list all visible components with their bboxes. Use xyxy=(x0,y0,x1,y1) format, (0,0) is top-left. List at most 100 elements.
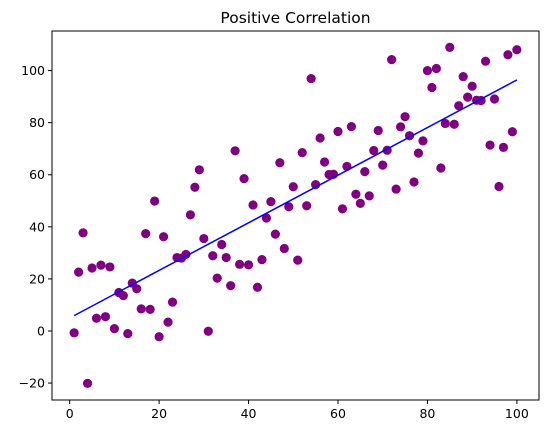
data-point xyxy=(387,55,397,65)
data-point xyxy=(346,121,356,132)
data-point xyxy=(239,174,249,184)
data-point xyxy=(145,304,155,314)
data-point xyxy=(78,228,88,238)
data-point xyxy=(351,189,361,199)
data-point xyxy=(123,328,133,339)
data-point xyxy=(266,196,276,207)
data-point xyxy=(355,198,365,208)
data-point xyxy=(449,119,459,129)
chart-title: Positive Correlation xyxy=(220,9,370,27)
data-point xyxy=(96,260,106,270)
data-point xyxy=(315,133,325,143)
data-point xyxy=(364,191,374,201)
data-point xyxy=(132,284,142,294)
plot-area xyxy=(69,42,522,388)
data-point xyxy=(243,260,254,270)
data-point xyxy=(391,184,401,194)
data-point xyxy=(480,56,491,66)
data-point xyxy=(194,165,204,175)
data-point xyxy=(118,290,128,301)
data-point xyxy=(413,148,424,158)
x-tick-label: 100 xyxy=(505,406,529,421)
data-point xyxy=(422,65,433,76)
data-point xyxy=(400,112,410,122)
data-point xyxy=(319,157,330,167)
data-point xyxy=(373,125,383,136)
data-point xyxy=(167,297,178,307)
data-point xyxy=(270,229,280,239)
data-point xyxy=(440,118,450,129)
y-tick-label: 0 xyxy=(37,323,45,338)
data-point xyxy=(302,201,312,211)
x-tick-label: 40 xyxy=(241,406,257,421)
data-point xyxy=(226,281,236,291)
data-point xyxy=(158,232,169,242)
y-tick-label: 40 xyxy=(29,219,45,234)
data-point xyxy=(74,267,84,277)
x-tick-label: 80 xyxy=(419,406,435,421)
data-point xyxy=(235,259,245,269)
data-point xyxy=(257,255,267,265)
data-point xyxy=(217,239,227,250)
data-point xyxy=(252,282,263,292)
data-point xyxy=(279,243,289,254)
data-point xyxy=(284,202,294,212)
data-point xyxy=(485,140,495,150)
data-point xyxy=(427,82,437,93)
data-point xyxy=(333,126,343,137)
data-point xyxy=(154,332,164,342)
data-point xyxy=(136,304,146,314)
x-axis: 0 20 40 60 80 100 xyxy=(66,400,529,421)
y-tick-label: 80 xyxy=(29,115,45,130)
data-point xyxy=(185,210,196,220)
data-point xyxy=(91,313,102,323)
data-point xyxy=(454,101,464,111)
data-point xyxy=(141,228,151,239)
trend-line xyxy=(73,79,518,317)
data-point xyxy=(458,71,468,82)
data-point xyxy=(297,148,307,158)
data-point xyxy=(507,127,517,137)
data-point xyxy=(82,378,93,388)
data-point xyxy=(69,328,79,338)
y-tick-label: 60 xyxy=(29,167,45,182)
data-point xyxy=(512,45,522,55)
data-point xyxy=(293,255,303,265)
data-point xyxy=(489,94,500,104)
y-tick-label: 20 xyxy=(29,271,45,286)
data-point xyxy=(337,204,348,214)
data-point xyxy=(498,142,509,153)
data-point xyxy=(230,146,240,156)
data-point xyxy=(248,200,258,210)
data-point xyxy=(409,177,419,187)
y-tick-label: 100 xyxy=(21,63,45,78)
data-point xyxy=(378,160,388,170)
data-point xyxy=(150,196,160,206)
data-point xyxy=(494,181,504,192)
data-point xyxy=(288,182,298,192)
x-tick-label: 60 xyxy=(330,406,346,421)
data-point xyxy=(212,273,222,283)
data-point xyxy=(261,213,272,223)
data-point xyxy=(306,74,316,84)
x-tick-label: 20 xyxy=(151,406,167,421)
data-point xyxy=(208,251,218,261)
data-point xyxy=(199,233,209,244)
data-point xyxy=(87,263,97,273)
data-point xyxy=(105,262,115,272)
data-point xyxy=(163,317,173,327)
data-point xyxy=(109,324,119,334)
data-point xyxy=(275,158,285,168)
data-point xyxy=(431,63,441,74)
data-point xyxy=(463,92,473,102)
data-point xyxy=(445,42,455,53)
data-point xyxy=(311,180,321,190)
y-tick-label: −20 xyxy=(19,376,45,391)
data-point xyxy=(436,163,446,173)
data-point xyxy=(100,312,111,322)
x-tick-label: 0 xyxy=(66,406,74,421)
data-point xyxy=(503,50,513,60)
y-axis: −20 0 20 40 60 80 100 xyxy=(19,63,52,391)
plot-frame xyxy=(51,30,540,401)
